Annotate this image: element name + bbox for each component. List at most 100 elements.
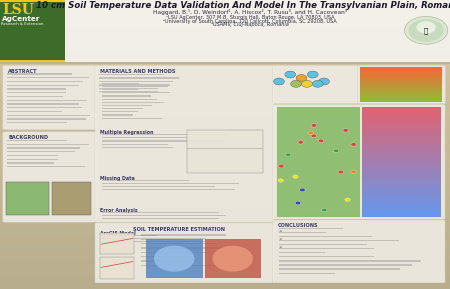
FancyBboxPatch shape (95, 223, 274, 283)
Bar (99, 88, 158, 89)
Bar (279, 252, 325, 253)
Bar (102, 235, 157, 236)
Bar (0, 52, 450, 54)
Bar (362, 188, 441, 195)
Bar (279, 244, 368, 245)
Circle shape (307, 71, 318, 78)
Bar (7, 92, 66, 93)
Bar (360, 86, 442, 88)
Bar (362, 144, 441, 151)
Bar (360, 83, 442, 84)
Bar (0, 0, 450, 2)
Bar (99, 77, 179, 79)
Bar (0, 56, 450, 58)
Bar (0, 0, 65, 62)
Text: SOIL TEMPERATURE ESTIMATION: SOIL TEMPERATURE ESTIMATION (133, 227, 225, 232)
Bar (279, 248, 374, 249)
Circle shape (338, 170, 344, 174)
Text: Error Analysis: Error Analysis (100, 208, 138, 213)
Bar (0, 249, 450, 254)
Circle shape (279, 246, 282, 248)
Bar (0, 116, 450, 121)
Bar (0, 237, 450, 243)
FancyBboxPatch shape (273, 220, 445, 283)
Bar (7, 111, 62, 112)
Bar (0, 87, 450, 92)
Bar (0, 2, 450, 4)
Circle shape (312, 80, 323, 87)
Bar (0, 104, 450, 110)
Bar (362, 173, 441, 180)
Bar (0, 23, 450, 25)
Bar (141, 260, 193, 262)
FancyBboxPatch shape (95, 65, 274, 222)
Bar (102, 89, 139, 90)
Bar (102, 95, 151, 97)
Bar (0, 220, 450, 225)
Circle shape (302, 80, 312, 87)
Circle shape (291, 80, 302, 87)
Bar (0, 50, 450, 52)
Bar (102, 144, 168, 145)
Circle shape (279, 238, 282, 240)
Bar (102, 92, 171, 93)
Bar (0, 254, 450, 260)
Bar (102, 147, 173, 148)
Bar (102, 134, 230, 135)
Bar (0, 60, 65, 62)
FancyBboxPatch shape (273, 65, 358, 104)
Bar (0, 260, 450, 266)
Bar (0, 98, 450, 104)
Bar (360, 91, 442, 93)
Bar (0, 156, 450, 162)
Bar (141, 265, 226, 266)
Circle shape (345, 198, 350, 201)
Bar (0, 25, 450, 27)
Text: ABSTRACT: ABSTRACT (8, 69, 38, 74)
Bar (52, 182, 91, 215)
Circle shape (298, 140, 303, 144)
Text: MATERIALS AND METHODS: MATERIALS AND METHODS (100, 69, 176, 74)
Text: AgCenter: AgCenter (2, 16, 40, 22)
Bar (360, 97, 442, 98)
Bar (141, 247, 225, 249)
Bar (362, 195, 441, 202)
Circle shape (319, 139, 324, 142)
Bar (279, 260, 422, 262)
Bar (362, 107, 441, 114)
Bar (7, 144, 89, 145)
Bar (7, 159, 58, 160)
Circle shape (319, 78, 329, 85)
Bar (0, 81, 450, 87)
Bar (0, 15, 450, 17)
Bar (0, 179, 450, 185)
Text: CONCLUSIONS: CONCLUSIONS (278, 223, 319, 228)
Bar (100, 257, 134, 279)
Bar (362, 202, 441, 210)
Bar (0, 0, 65, 2)
Text: 10 cm Soil Temperature Data Validation And Model In The Transylvanian Plain, Rom: 10 cm Soil Temperature Data Validation A… (36, 1, 450, 10)
Bar (0, 266, 450, 272)
Bar (279, 228, 342, 229)
Bar (205, 239, 261, 278)
Bar (7, 88, 66, 90)
FancyBboxPatch shape (3, 132, 96, 222)
Circle shape (293, 175, 298, 178)
Bar (7, 96, 63, 97)
Text: Haggard, B.¹, D. Weindorf¹, A. Hiscox², T. Rusu³, and H. Cacovean³: Haggard, B.¹, D. Weindorf¹, A. Hiscox², … (153, 10, 347, 15)
Text: ArcGIS Model: ArcGIS Model (100, 231, 136, 236)
Bar (7, 73, 72, 75)
Circle shape (278, 179, 284, 182)
Bar (360, 81, 442, 83)
Text: 🌿: 🌿 (424, 27, 428, 34)
Bar (102, 102, 164, 103)
Bar (100, 257, 134, 279)
Bar (0, 14, 450, 15)
Bar (0, 37, 450, 38)
Bar (187, 130, 263, 173)
Bar (362, 158, 441, 166)
Bar (0, 21, 450, 23)
Bar (0, 144, 450, 150)
Bar (362, 151, 441, 158)
Bar (0, 12, 450, 14)
